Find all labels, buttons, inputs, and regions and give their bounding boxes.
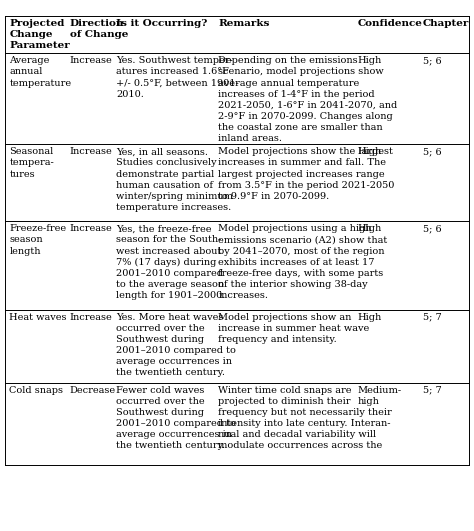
Text: Decrease: Decrease	[70, 386, 116, 395]
Text: 5; 6: 5; 6	[423, 225, 441, 234]
Text: Yes, the freeze-free
season for the South-
west increased about
7% (17 days) dur: Yes, the freeze-free season for the Sout…	[116, 225, 226, 300]
Text: Heat waves: Heat waves	[9, 313, 67, 322]
Text: 5; 6: 5; 6	[423, 56, 441, 65]
Text: Confidence: Confidence	[358, 19, 423, 28]
Text: Is it Occurring?: Is it Occurring?	[116, 19, 208, 28]
Text: Medium-
high: Medium- high	[358, 386, 402, 406]
Text: Increase: Increase	[70, 148, 112, 156]
Text: Average
annual
temperature: Average annual temperature	[9, 56, 72, 88]
Text: Increase: Increase	[70, 313, 112, 322]
Text: Winter time cold snaps are
projected to diminish their
frequency but not necessa: Winter time cold snaps are projected to …	[219, 386, 392, 450]
Text: Increase: Increase	[70, 225, 112, 234]
Text: Yes. More heat waves
occurred over the
Southwest during
2001–2010 compared to
av: Yes. More heat waves occurred over the S…	[116, 313, 236, 378]
Text: 5; 7: 5; 7	[423, 313, 442, 322]
Text: High: High	[358, 56, 382, 65]
Text: Yes, in all seasons.
Studies conclusively
demonstrate partial
human causation of: Yes, in all seasons. Studies conclusivel…	[116, 148, 233, 212]
Text: High: High	[358, 313, 382, 322]
Text: Increase: Increase	[70, 56, 112, 65]
Text: Depending on the emissions
scenario, model projections show
average annual tempe: Depending on the emissions scenario, mod…	[219, 56, 398, 143]
Text: Model projections using a high
emissions scenario (A2) show that
by 2041–2070, m: Model projections using a high emissions…	[219, 225, 388, 300]
Text: Freeze-free
season
length: Freeze-free season length	[9, 225, 66, 255]
Text: Projected
Change
Parameter: Projected Change Parameter	[9, 19, 70, 50]
Text: Direction
of Change: Direction of Change	[70, 19, 128, 39]
Text: Fewer cold waves
occurred over the
Southwest during
2001–2010 compared to
averag: Fewer cold waves occurred over the South…	[116, 386, 236, 450]
Text: 5; 6: 5; 6	[423, 148, 441, 156]
Text: Cold snaps: Cold snaps	[9, 386, 64, 395]
Text: 5; 7: 5; 7	[423, 386, 442, 395]
Text: High: High	[358, 148, 382, 156]
Text: High: High	[358, 225, 382, 234]
Text: Yes. Southwest temper-
atures increased 1.6°F
+/- 0.5°F, between 1901-
2010.: Yes. Southwest temper- atures increased …	[116, 56, 239, 99]
Text: Chapter: Chapter	[423, 19, 469, 28]
Text: Model projections show an
increase in summer heat wave
frequency and intensity.: Model projections show an increase in su…	[219, 313, 370, 344]
Text: Remarks: Remarks	[219, 19, 270, 28]
Text: Model projections show the largest
increases in summer and fall. The
largest pro: Model projections show the largest incre…	[219, 148, 395, 201]
Text: Seasonal
tempera-
tures: Seasonal tempera- tures	[9, 148, 54, 178]
